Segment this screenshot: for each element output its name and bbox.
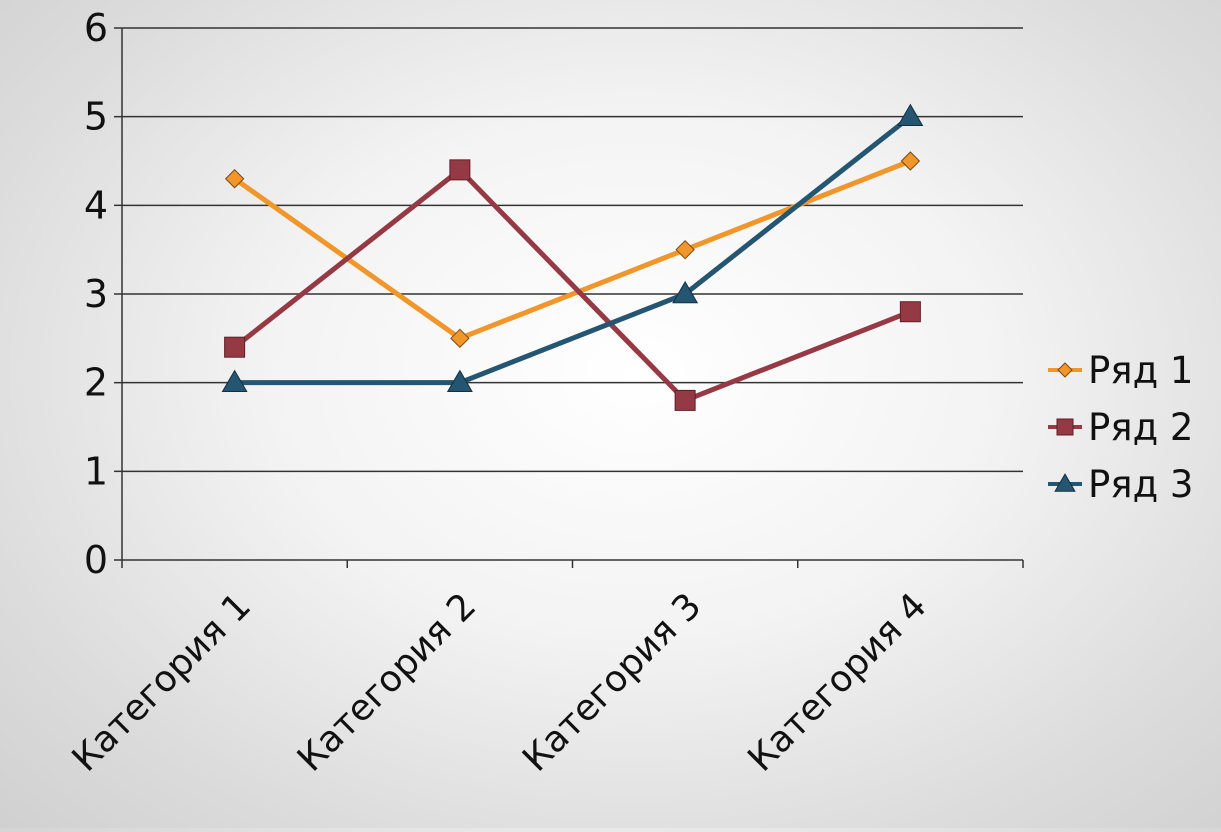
data-point [897, 103, 924, 126]
data-point [221, 369, 248, 392]
series-3 [221, 103, 924, 392]
data-point [675, 239, 695, 260]
data-point [674, 389, 696, 411]
legend-item: Ряд 3 [1048, 463, 1193, 506]
x-tick-label: Категория 1 [65, 585, 259, 779]
series-line [233, 167, 912, 403]
y-tick-label: 1 [84, 449, 108, 493]
data-point [449, 159, 471, 181]
legend-marker [1056, 418, 1074, 436]
series-2 [224, 159, 921, 411]
y-tick-label: 6 [84, 6, 108, 50]
data-point [224, 336, 246, 358]
legend-marker [1054, 473, 1076, 492]
series-1 [224, 151, 921, 349]
x-tick-label: Категория 3 [515, 585, 709, 779]
legend-item: Ряд 2 [1048, 406, 1193, 449]
y-tick-label: 0 [84, 538, 108, 582]
data-point [672, 280, 699, 304]
legend-label: Ряд 2 [1088, 406, 1193, 449]
data-point [899, 301, 921, 323]
x-tick-label: Категория 2 [290, 585, 484, 779]
legend-label: Ряд 3 [1088, 463, 1193, 506]
y-tick-label: 2 [84, 361, 108, 405]
series-line [233, 158, 912, 341]
data-point [224, 169, 245, 189]
legend: Ряд 1 Ряд 2 Ряд 3 [1048, 349, 1193, 506]
legend-marker [1057, 362, 1073, 378]
y-tick-label: 5 [84, 95, 108, 139]
legend-item: Ряд 1 [1048, 349, 1193, 392]
data-point [446, 369, 473, 392]
legend-label: Ряд 1 [1088, 349, 1193, 392]
x-tick-label: Категория 4 [740, 585, 934, 779]
series-line [234, 114, 912, 386]
y-tick-label: 3 [84, 272, 108, 316]
y-tick-label: 4 [84, 183, 108, 227]
data-point [450, 328, 470, 349]
data-point [900, 151, 921, 171]
